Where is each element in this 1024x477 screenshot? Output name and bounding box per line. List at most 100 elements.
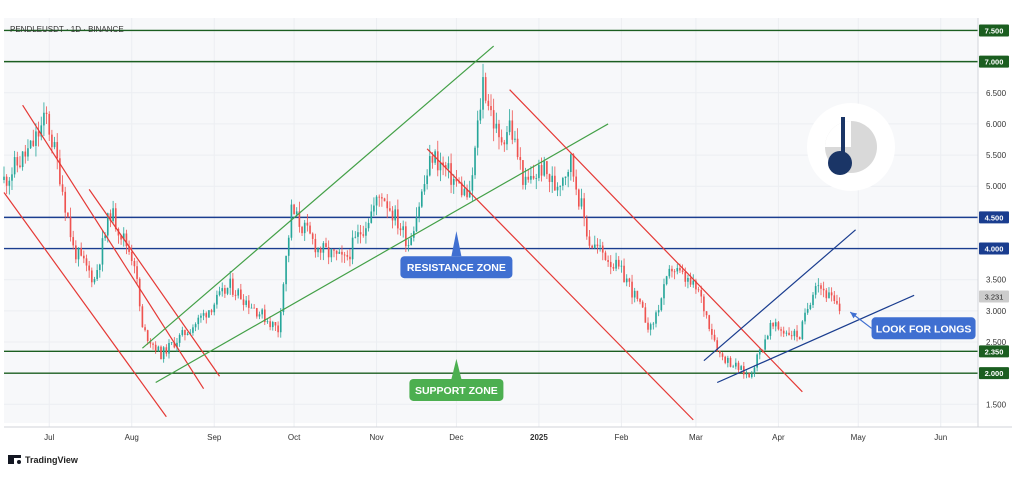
level-tag-label: 2.000 xyxy=(985,369,1004,378)
tradingview-logo-icon xyxy=(8,455,21,464)
candle xyxy=(333,248,335,258)
candle xyxy=(176,337,178,352)
candle xyxy=(623,258,625,283)
level-tag-label: 7.000 xyxy=(985,58,1004,67)
candle xyxy=(828,287,830,299)
candle xyxy=(8,177,11,195)
candle xyxy=(170,342,173,346)
candle xyxy=(782,326,785,338)
candle xyxy=(160,345,162,360)
trendline-green[interactable] xyxy=(155,123,609,384)
candle xyxy=(790,330,793,340)
candle xyxy=(213,302,216,316)
trendline-blue[interactable] xyxy=(703,229,856,362)
candle xyxy=(591,244,593,249)
candle xyxy=(780,326,782,337)
resistance-zone-label[interactable]: RESISTANCE ZONE xyxy=(400,231,513,279)
time-axis[interactable]: Jul Aug Sep Oct Nov Dec 2025 Feb Mar Apr May Jun xyxy=(44,433,947,442)
candle xyxy=(575,169,577,196)
candle xyxy=(764,334,766,351)
candle xyxy=(197,314,200,330)
candle xyxy=(737,360,740,374)
candle xyxy=(221,282,224,297)
candle xyxy=(447,156,450,179)
candle xyxy=(647,317,649,333)
candle xyxy=(750,371,753,379)
candle xyxy=(636,290,639,302)
candle xyxy=(271,320,274,331)
candle xyxy=(820,282,822,296)
trendline-red[interactable] xyxy=(88,189,221,377)
candle xyxy=(500,129,503,146)
candle xyxy=(498,119,500,150)
candle xyxy=(157,345,160,352)
candle xyxy=(479,98,482,124)
candle xyxy=(237,288,240,299)
candle xyxy=(798,336,801,340)
trendline-red[interactable] xyxy=(509,89,803,393)
candle xyxy=(13,150,16,178)
candle xyxy=(11,167,13,191)
candle xyxy=(359,225,362,244)
candle xyxy=(109,209,112,228)
candle xyxy=(562,176,564,191)
candle xyxy=(229,271,232,295)
candle xyxy=(51,129,53,154)
candle xyxy=(652,321,655,330)
candle xyxy=(436,140,439,177)
candle xyxy=(75,240,77,264)
candle xyxy=(330,248,333,263)
candle xyxy=(692,274,695,288)
candle xyxy=(838,297,841,315)
trendline-red[interactable] xyxy=(426,148,694,421)
trendline-red[interactable] xyxy=(22,104,205,390)
candle xyxy=(452,174,455,194)
candle xyxy=(593,235,596,250)
candle xyxy=(554,166,556,191)
candle xyxy=(420,189,423,209)
candle xyxy=(279,307,282,338)
candle xyxy=(721,352,724,361)
time-tick-label: Dec xyxy=(449,433,463,442)
candle xyxy=(141,304,144,328)
support-label-text: SUPPORT ZONE xyxy=(415,385,498,397)
candle xyxy=(269,316,271,331)
candle xyxy=(649,322,652,336)
candle xyxy=(753,365,756,377)
longs-arrow-head xyxy=(850,312,858,319)
candle xyxy=(90,267,93,288)
price-axis[interactable]: 1.500 2.500 3.000 3.500 5.000 5.500 6.000 6.500… xyxy=(979,24,1009,409)
level-tag xyxy=(979,345,1009,358)
candle xyxy=(444,161,447,177)
support-zone-label[interactable]: SUPPORT ZONE xyxy=(409,358,504,401)
candle xyxy=(673,269,676,280)
candle xyxy=(146,329,149,345)
candle xyxy=(609,255,612,275)
candle xyxy=(162,346,165,363)
plot-area[interactable] xyxy=(4,18,978,423)
candle xyxy=(325,237,327,248)
trendline-green[interactable] xyxy=(141,45,495,349)
candle xyxy=(35,123,37,157)
candle xyxy=(362,225,365,238)
time-tick-label: Oct xyxy=(288,433,301,442)
candle xyxy=(657,304,660,317)
candle xyxy=(367,218,370,232)
candle xyxy=(572,153,575,182)
candle xyxy=(319,246,322,260)
longs-label-text: LOOK FOR LONGS xyxy=(876,323,972,335)
candle xyxy=(439,152,442,182)
candle xyxy=(218,286,221,297)
candle xyxy=(796,325,798,342)
candle xyxy=(516,128,519,160)
candle xyxy=(29,140,32,149)
longs-zone-label[interactable]: LOOK FOR LONGS xyxy=(849,311,976,340)
candle xyxy=(56,133,59,170)
candle xyxy=(309,221,311,235)
candle xyxy=(474,145,476,179)
candle xyxy=(466,184,468,200)
trendline-blue[interactable] xyxy=(716,294,915,384)
trendline-red[interactable] xyxy=(3,192,167,418)
